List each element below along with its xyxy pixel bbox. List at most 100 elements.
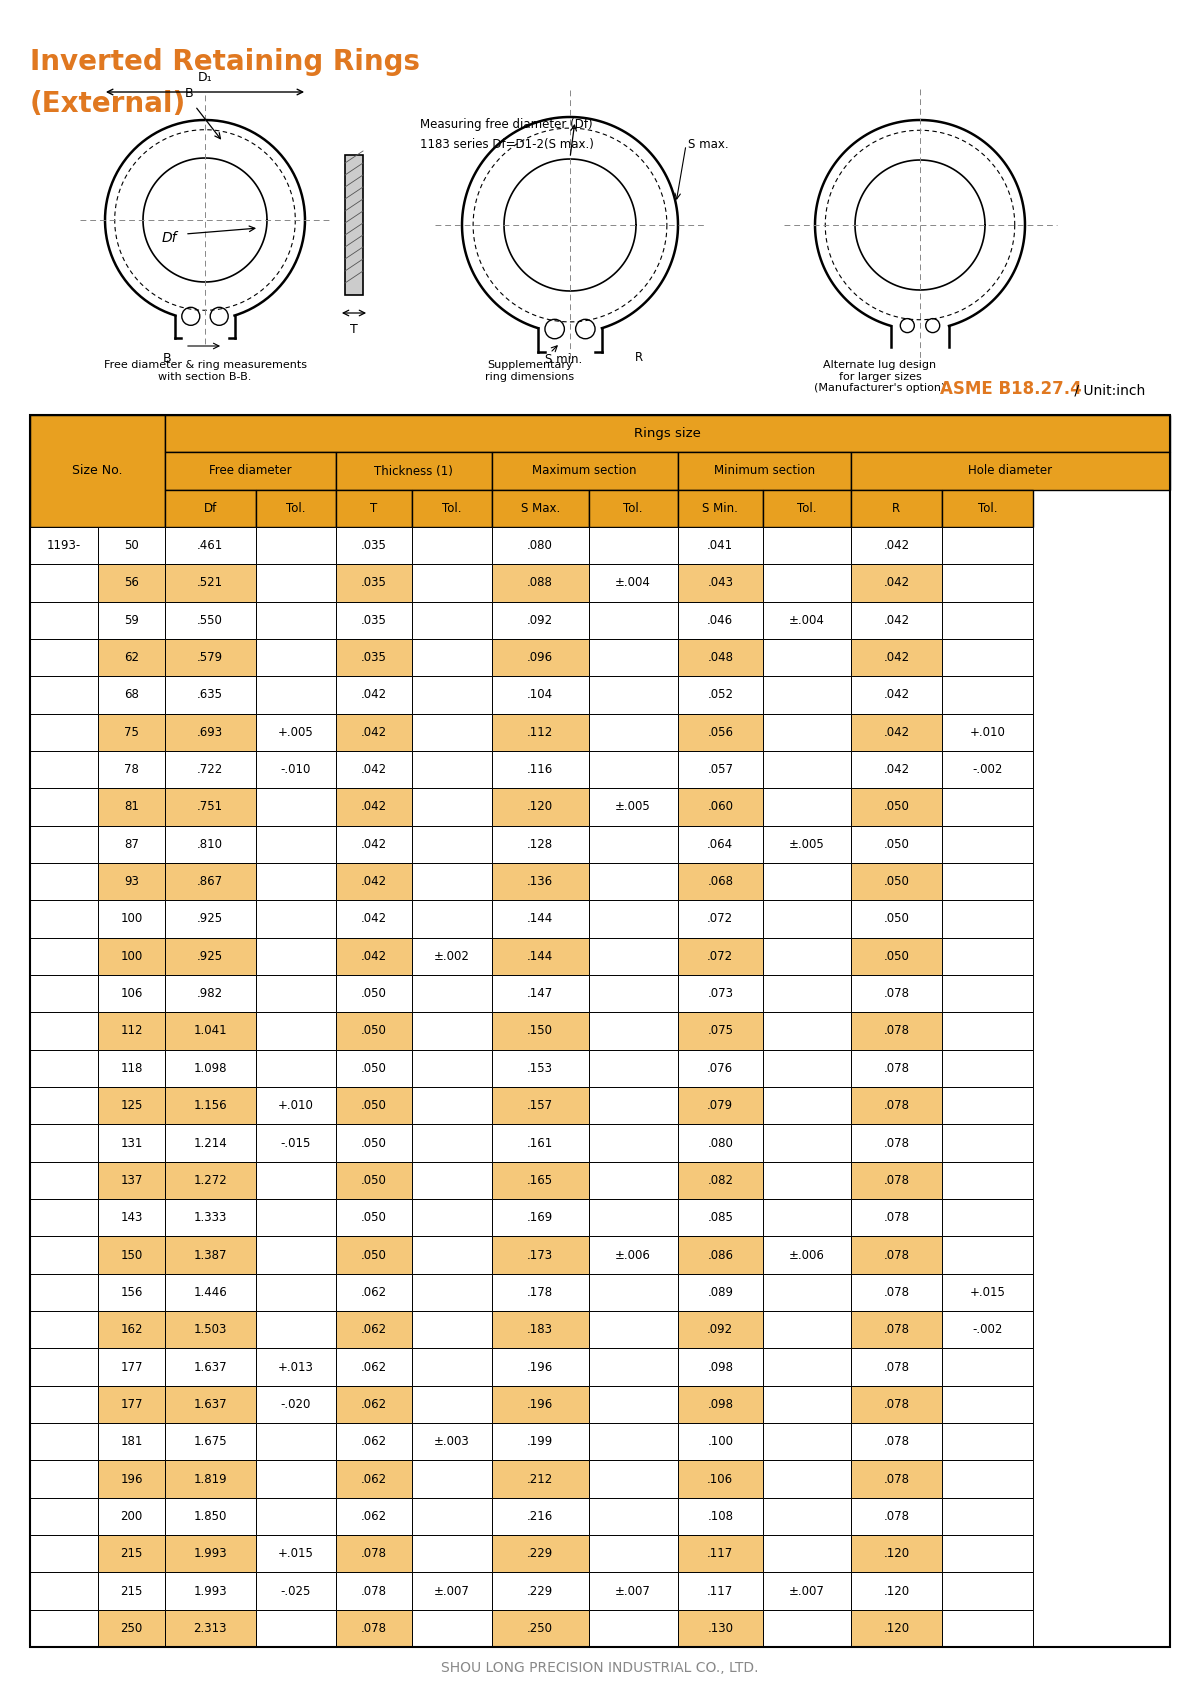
Text: 1193-: 1193- — [47, 540, 82, 552]
Text: S Min.: S Min. — [702, 502, 738, 514]
Bar — [256, 1498, 336, 1536]
Text: 1.098: 1.098 — [193, 1062, 227, 1074]
Text: .579: .579 — [197, 652, 223, 664]
Text: 143: 143 — [120, 1212, 143, 1224]
Bar — [98, 1573, 164, 1610]
Bar — [678, 1274, 763, 1312]
Text: S Max.: S Max. — [521, 502, 559, 514]
Bar — [589, 1013, 678, 1050]
Bar — [98, 1386, 164, 1424]
Bar — [763, 976, 851, 1013]
Text: .052: .052 — [707, 689, 733, 701]
Text: 93: 93 — [124, 876, 139, 888]
Bar — [851, 453, 1170, 490]
Text: +.005: +.005 — [277, 726, 313, 738]
Bar — [98, 1498, 164, 1536]
Text: .078: .078 — [883, 1100, 910, 1112]
Bar — [336, 677, 412, 714]
Text: .078: .078 — [883, 1286, 910, 1298]
Text: .144: .144 — [527, 950, 553, 962]
Text: 162: 162 — [120, 1324, 143, 1336]
Bar — [589, 1312, 678, 1349]
Text: .117: .117 — [707, 1548, 733, 1560]
Bar — [492, 1312, 589, 1349]
Bar — [678, 714, 763, 752]
Bar — [851, 1349, 942, 1386]
Bar — [763, 1125, 851, 1162]
Bar — [336, 1013, 412, 1050]
Bar — [589, 1050, 678, 1088]
Text: .035: .035 — [361, 652, 386, 664]
Bar — [256, 1461, 336, 1498]
Bar — [763, 1386, 851, 1424]
Text: 137: 137 — [120, 1174, 143, 1186]
Bar — [30, 1162, 98, 1200]
Text: .042: .042 — [361, 801, 386, 813]
Text: .693: .693 — [197, 726, 223, 738]
Text: SHOU LONG PRECISION INDUSTRIAL CO., LTD.: SHOU LONG PRECISION INDUSTRIAL CO., LTD. — [442, 1661, 758, 1675]
Bar — [589, 752, 678, 789]
Text: .229: .229 — [527, 1548, 553, 1560]
Bar — [336, 752, 412, 789]
Bar — [942, 1461, 1033, 1498]
Text: .050: .050 — [883, 913, 910, 925]
Bar — [678, 1573, 763, 1610]
Bar — [763, 1573, 851, 1610]
Text: .165: .165 — [527, 1174, 553, 1186]
Bar — [942, 1498, 1033, 1536]
Bar — [30, 1536, 98, 1573]
Text: .925: .925 — [197, 950, 223, 962]
Bar — [942, 938, 1033, 976]
Bar — [589, 528, 678, 565]
Bar — [763, 602, 851, 640]
Text: ±.007: ±.007 — [788, 1585, 824, 1597]
Text: .062: .062 — [361, 1510, 386, 1522]
Bar — [589, 864, 678, 901]
Bar — [492, 453, 678, 490]
Text: 50: 50 — [124, 540, 139, 552]
Bar — [256, 602, 336, 640]
Text: 1.387: 1.387 — [193, 1249, 227, 1261]
Bar — [589, 1349, 678, 1386]
Bar — [30, 1461, 98, 1498]
Text: Supplementary
ring dimensions: Supplementary ring dimensions — [486, 360, 575, 382]
Text: .043: .043 — [707, 577, 733, 589]
Bar — [492, 1536, 589, 1573]
Bar — [256, 752, 336, 789]
Bar — [589, 1610, 678, 1648]
Bar — [30, 1013, 98, 1050]
Bar — [164, 416, 1170, 453]
Text: ±.005: ±.005 — [616, 801, 650, 813]
Bar — [164, 1013, 256, 1050]
Text: .161: .161 — [527, 1137, 553, 1149]
Text: .250: .250 — [527, 1622, 553, 1634]
Bar — [678, 1125, 763, 1162]
Bar — [851, 752, 942, 789]
Text: Thickness (1): Thickness (1) — [374, 465, 454, 477]
Bar — [678, 1162, 763, 1200]
Text: 1.637: 1.637 — [193, 1361, 227, 1373]
Bar — [942, 1125, 1033, 1162]
Text: 1.993: 1.993 — [193, 1585, 227, 1597]
Text: .216: .216 — [527, 1510, 553, 1522]
Bar — [256, 864, 336, 901]
Bar — [492, 565, 589, 602]
Text: .144: .144 — [527, 913, 553, 925]
Text: .082: .082 — [707, 1174, 733, 1186]
Bar — [256, 640, 336, 677]
Text: 156: 156 — [120, 1286, 143, 1298]
Text: -.020: -.020 — [281, 1398, 311, 1410]
Text: .057: .057 — [707, 764, 733, 776]
Text: 118: 118 — [120, 1062, 143, 1074]
Text: .635: .635 — [197, 689, 223, 701]
Bar — [256, 1312, 336, 1349]
Bar — [942, 1312, 1033, 1349]
Text: 1183 series Df=D1-2(S max.): 1183 series Df=D1-2(S max.) — [420, 137, 594, 151]
Bar — [412, 1573, 492, 1610]
Text: .072: .072 — [707, 913, 733, 925]
Text: ±.005: ±.005 — [790, 838, 824, 850]
Bar — [412, 1312, 492, 1349]
Bar — [164, 528, 256, 565]
Bar — [256, 1274, 336, 1312]
Bar — [851, 602, 942, 640]
